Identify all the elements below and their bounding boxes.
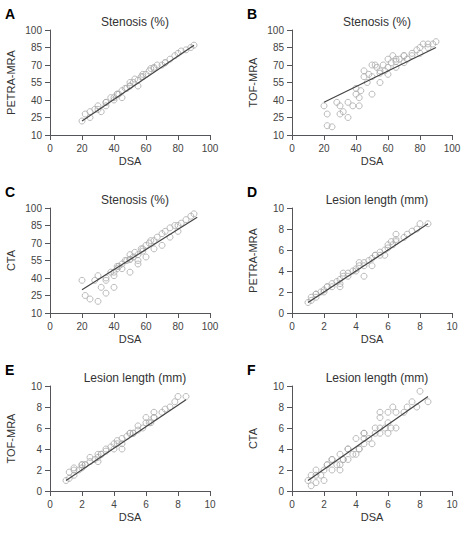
svg-text:6: 6: [278, 245, 284, 256]
svg-text:4: 4: [278, 444, 284, 455]
svg-text:0: 0: [278, 308, 284, 319]
svg-text:100: 100: [25, 203, 42, 214]
svg-text:Stenosis (%): Stenosis (%): [101, 15, 169, 29]
svg-text:6: 6: [385, 321, 391, 332]
svg-text:100: 100: [202, 143, 219, 154]
svg-text:100: 100: [25, 25, 42, 36]
svg-text:6: 6: [143, 499, 149, 510]
svg-text:10: 10: [273, 203, 285, 214]
svg-text:A: A: [5, 6, 15, 22]
svg-text:80: 80: [414, 143, 426, 154]
svg-text:80: 80: [172, 321, 184, 332]
svg-text:4: 4: [353, 321, 359, 332]
svg-text:PETRA-MRA: PETRA-MRA: [5, 49, 17, 114]
svg-text:20: 20: [318, 143, 330, 154]
svg-text:70: 70: [31, 60, 43, 71]
svg-text:20: 20: [76, 143, 88, 154]
svg-text:TOF-MRA: TOF-MRA: [247, 57, 259, 108]
svg-text:8: 8: [278, 224, 284, 235]
svg-text:10: 10: [204, 499, 216, 510]
svg-text:40: 40: [31, 95, 43, 106]
svg-text:0: 0: [36, 486, 42, 497]
svg-text:100: 100: [202, 321, 219, 332]
svg-text:40: 40: [108, 321, 120, 332]
svg-text:DSA: DSA: [361, 155, 384, 167]
svg-text:4: 4: [36, 444, 42, 455]
svg-text:2: 2: [321, 321, 327, 332]
svg-text:0: 0: [47, 499, 53, 510]
svg-text:85: 85: [31, 42, 43, 53]
svg-text:85: 85: [273, 42, 285, 53]
svg-text:55: 55: [31, 77, 43, 88]
svg-text:Stenosis (%): Stenosis (%): [343, 15, 411, 29]
svg-text:8: 8: [417, 499, 423, 510]
svg-text:25: 25: [31, 112, 43, 123]
svg-text:10: 10: [446, 321, 458, 332]
svg-text:55: 55: [273, 77, 285, 88]
svg-text:Lesion length (mm): Lesion length (mm): [84, 371, 187, 385]
svg-text:8: 8: [417, 321, 423, 332]
svg-text:80: 80: [172, 143, 184, 154]
svg-text:70: 70: [273, 60, 285, 71]
svg-text:0: 0: [289, 143, 295, 154]
svg-text:10: 10: [446, 499, 458, 510]
svg-text:PETRA-MRA: PETRA-MRA: [247, 227, 259, 292]
svg-text:2: 2: [321, 499, 327, 510]
svg-text:10: 10: [273, 381, 285, 392]
svg-text:2: 2: [36, 465, 42, 476]
svg-text:D: D: [247, 184, 257, 200]
svg-text:60: 60: [140, 143, 152, 154]
svg-text:Stenosis (%): Stenosis (%): [101, 193, 169, 207]
svg-text:0: 0: [289, 321, 295, 332]
svg-text:40: 40: [31, 273, 43, 284]
svg-text:0: 0: [289, 499, 295, 510]
svg-text:25: 25: [31, 290, 43, 301]
svg-text:F: F: [247, 362, 256, 378]
svg-text:6: 6: [278, 423, 284, 434]
svg-text:8: 8: [278, 402, 284, 413]
svg-text:25: 25: [273, 112, 285, 123]
svg-text:100: 100: [444, 143, 461, 154]
svg-text:0: 0: [278, 486, 284, 497]
svg-text:0: 0: [47, 143, 53, 154]
svg-text:85: 85: [31, 220, 43, 231]
svg-text:60: 60: [382, 143, 394, 154]
svg-text:2: 2: [278, 287, 284, 298]
svg-text:20: 20: [76, 321, 88, 332]
svg-text:B: B: [247, 6, 257, 22]
svg-text:DSA: DSA: [119, 155, 142, 167]
svg-text:40: 40: [350, 143, 362, 154]
svg-text:DSA: DSA: [361, 511, 384, 523]
svg-text:TOF-MRA: TOF-MRA: [5, 413, 17, 464]
svg-text:4: 4: [278, 266, 284, 277]
svg-text:0: 0: [47, 321, 53, 332]
svg-text:40: 40: [273, 95, 285, 106]
svg-text:40: 40: [108, 143, 120, 154]
svg-text:C: C: [5, 184, 15, 200]
svg-text:8: 8: [36, 402, 42, 413]
svg-text:2: 2: [79, 499, 85, 510]
svg-text:60: 60: [140, 321, 152, 332]
svg-text:6: 6: [36, 423, 42, 434]
svg-text:8: 8: [175, 499, 181, 510]
svg-text:10: 10: [31, 381, 43, 392]
svg-text:10: 10: [31, 130, 43, 141]
svg-text:Lesion length (mm): Lesion length (mm): [326, 193, 429, 207]
svg-text:E: E: [5, 362, 14, 378]
svg-text:DSA: DSA: [119, 333, 142, 345]
svg-text:CTA: CTA: [247, 427, 259, 449]
svg-text:4: 4: [111, 499, 117, 510]
svg-text:100: 100: [267, 25, 284, 36]
svg-text:10: 10: [31, 308, 43, 319]
svg-text:4: 4: [353, 499, 359, 510]
svg-text:10: 10: [273, 130, 285, 141]
svg-text:6: 6: [385, 499, 391, 510]
svg-text:DSA: DSA: [361, 333, 384, 345]
svg-text:2: 2: [278, 465, 284, 476]
svg-text:70: 70: [31, 238, 43, 249]
svg-text:Lesion length (mm): Lesion length (mm): [326, 371, 429, 385]
svg-text:55: 55: [31, 255, 43, 266]
svg-text:CTA: CTA: [5, 249, 17, 271]
svg-text:DSA: DSA: [119, 511, 142, 523]
